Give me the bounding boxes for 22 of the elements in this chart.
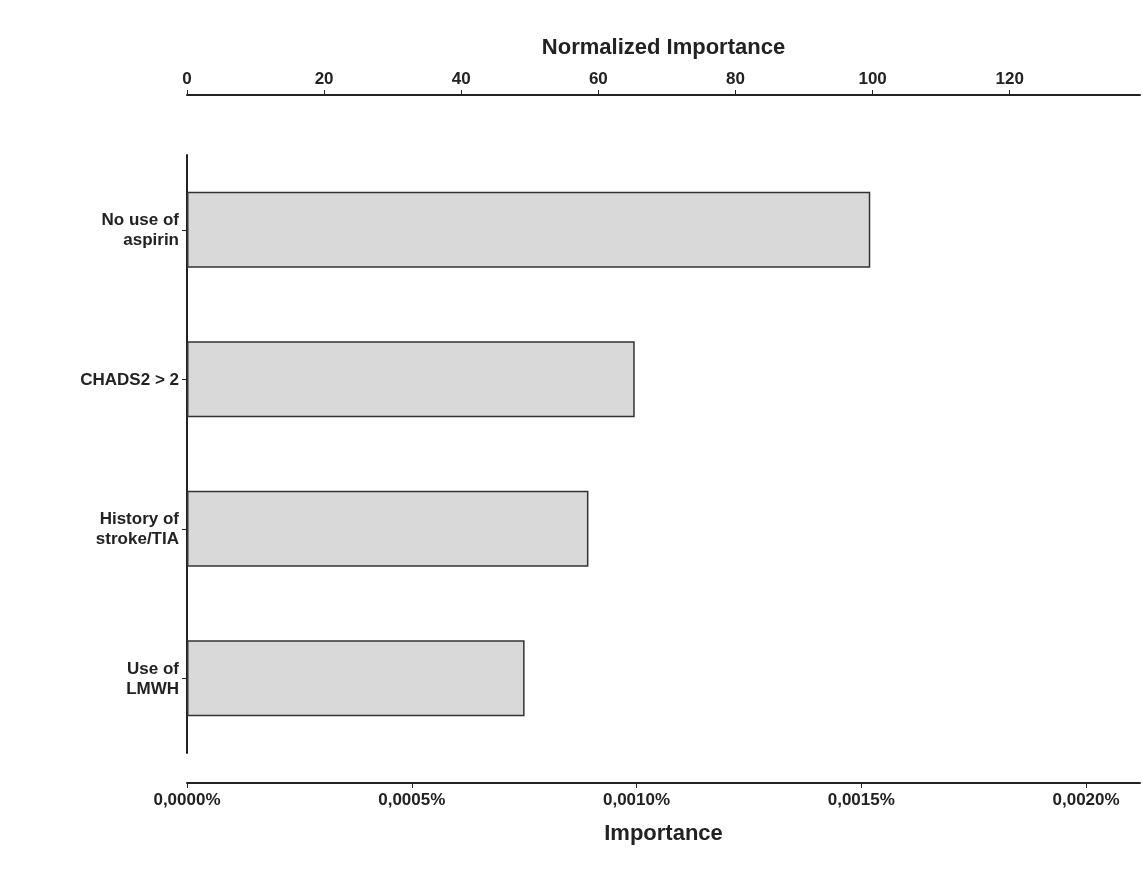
bar	[187, 640, 525, 717]
bar	[187, 490, 589, 567]
x-tick-label: 0,0015%	[827, 790, 895, 809]
x2-tick-label: 80	[726, 69, 745, 88]
x2-axis-title: Normalized Importance	[541, 33, 786, 59]
x-tick-label: 0,0020%	[1052, 790, 1120, 809]
x2-tick-label: 0	[182, 69, 192, 88]
x2-tick-label: 60	[588, 69, 608, 88]
bar	[187, 191, 871, 268]
x2-tick-label: 100	[858, 69, 887, 88]
y-tick-label: History of stroke/TIA	[95, 509, 180, 549]
y-tick-label: CHADS2 > 2	[80, 369, 179, 389]
x-tick-label: 0,0005%	[378, 790, 446, 809]
x2-tick-label: 40	[451, 69, 471, 88]
x-axis-title: Importance	[604, 819, 723, 845]
x2-tick-label: 120	[995, 69, 1024, 88]
y-tick-label: Use of LMWH	[126, 658, 180, 698]
x2-tick-label: 20	[314, 69, 334, 88]
bar	[187, 341, 635, 418]
y-tick-label: No use of aspirin	[101, 210, 180, 250]
x-tick-label: 0,0010%	[602, 790, 671, 809]
x-tick-label: 0,0000%	[153, 790, 221, 809]
